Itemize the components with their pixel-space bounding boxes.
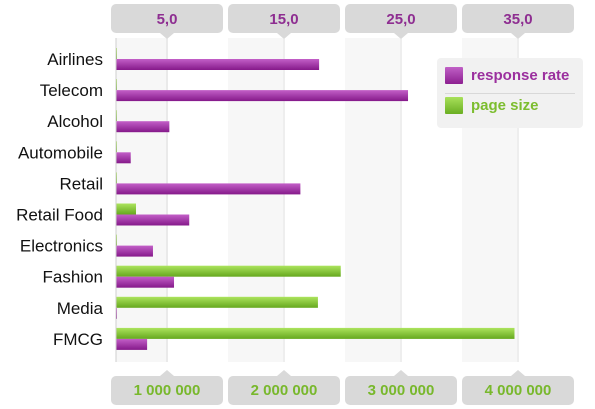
bottom-tick-box-1 (228, 370, 340, 405)
bar-response-rate-alcohol (116, 121, 170, 133)
legend-item-response-rate: response rate (445, 67, 569, 84)
bottom-tick-box-3 (462, 370, 574, 405)
bar-page-size-media (116, 296, 318, 308)
top-tick-box-0 (111, 4, 223, 39)
bottom-tick-label: 4 000 000 (485, 382, 552, 399)
bar-response-rate-fashion (116, 276, 175, 288)
legend-divider (445, 93, 575, 94)
legend: response rate page size (437, 58, 583, 128)
bottom-tick-label: 1 000 000 (134, 382, 201, 399)
bar-response-rate-electronics (116, 245, 153, 257)
bar-response-rate-automobile (116, 152, 131, 164)
category-label: Media (57, 299, 104, 318)
top-tick-label: 5,0 (157, 11, 178, 28)
top-tick-box-3 (462, 4, 574, 39)
category-label: FMCG (53, 330, 103, 349)
category-label: Fashion (43, 268, 103, 287)
category-label: Electronics (20, 237, 103, 256)
top-tick-box-1 (228, 4, 340, 39)
bar-response-rate-retail-food (116, 214, 190, 226)
category-label: Airlines (47, 50, 103, 69)
category-label: Retail (60, 174, 103, 193)
legend-item-page-size: page size (445, 97, 539, 114)
legend-label-page-size: page size (471, 97, 539, 114)
background-strip-0 (116, 38, 168, 362)
top-tick-label: 35,0 (503, 11, 532, 28)
bar-page-size-fmcg (116, 327, 515, 339)
top-tick-label: 15,0 (269, 11, 298, 28)
bottom-tick-box-0 (111, 370, 223, 405)
background-strip-2 (345, 38, 400, 362)
category-label: Alcohol (47, 112, 103, 131)
bar-page-size-retail-food (116, 203, 136, 215)
category-label: Telecom (40, 81, 103, 100)
category-label: Retail Food (16, 206, 103, 225)
bar-page-size-fashion (116, 265, 341, 277)
bottom-tick-label: 2 000 000 (251, 382, 318, 399)
legend-swatch-response-rate (445, 67, 463, 84)
top-tick-label: 25,0 (386, 11, 415, 28)
top-tick-box-2 (345, 4, 457, 39)
bar-response-rate-fmcg (116, 338, 148, 350)
legend-swatch-page-size (445, 97, 463, 114)
legend-label-response-rate: response rate (471, 67, 570, 84)
category-label: Automobile (18, 143, 103, 162)
bar-response-rate-telecom (116, 90, 409, 102)
bottom-tick-box-2 (345, 370, 457, 405)
bottom-tick-label: 3 000 000 (368, 382, 435, 399)
bar-response-rate-airlines (116, 59, 320, 70)
background-strip-1 (228, 38, 283, 362)
bar-response-rate-retail (116, 183, 301, 195)
